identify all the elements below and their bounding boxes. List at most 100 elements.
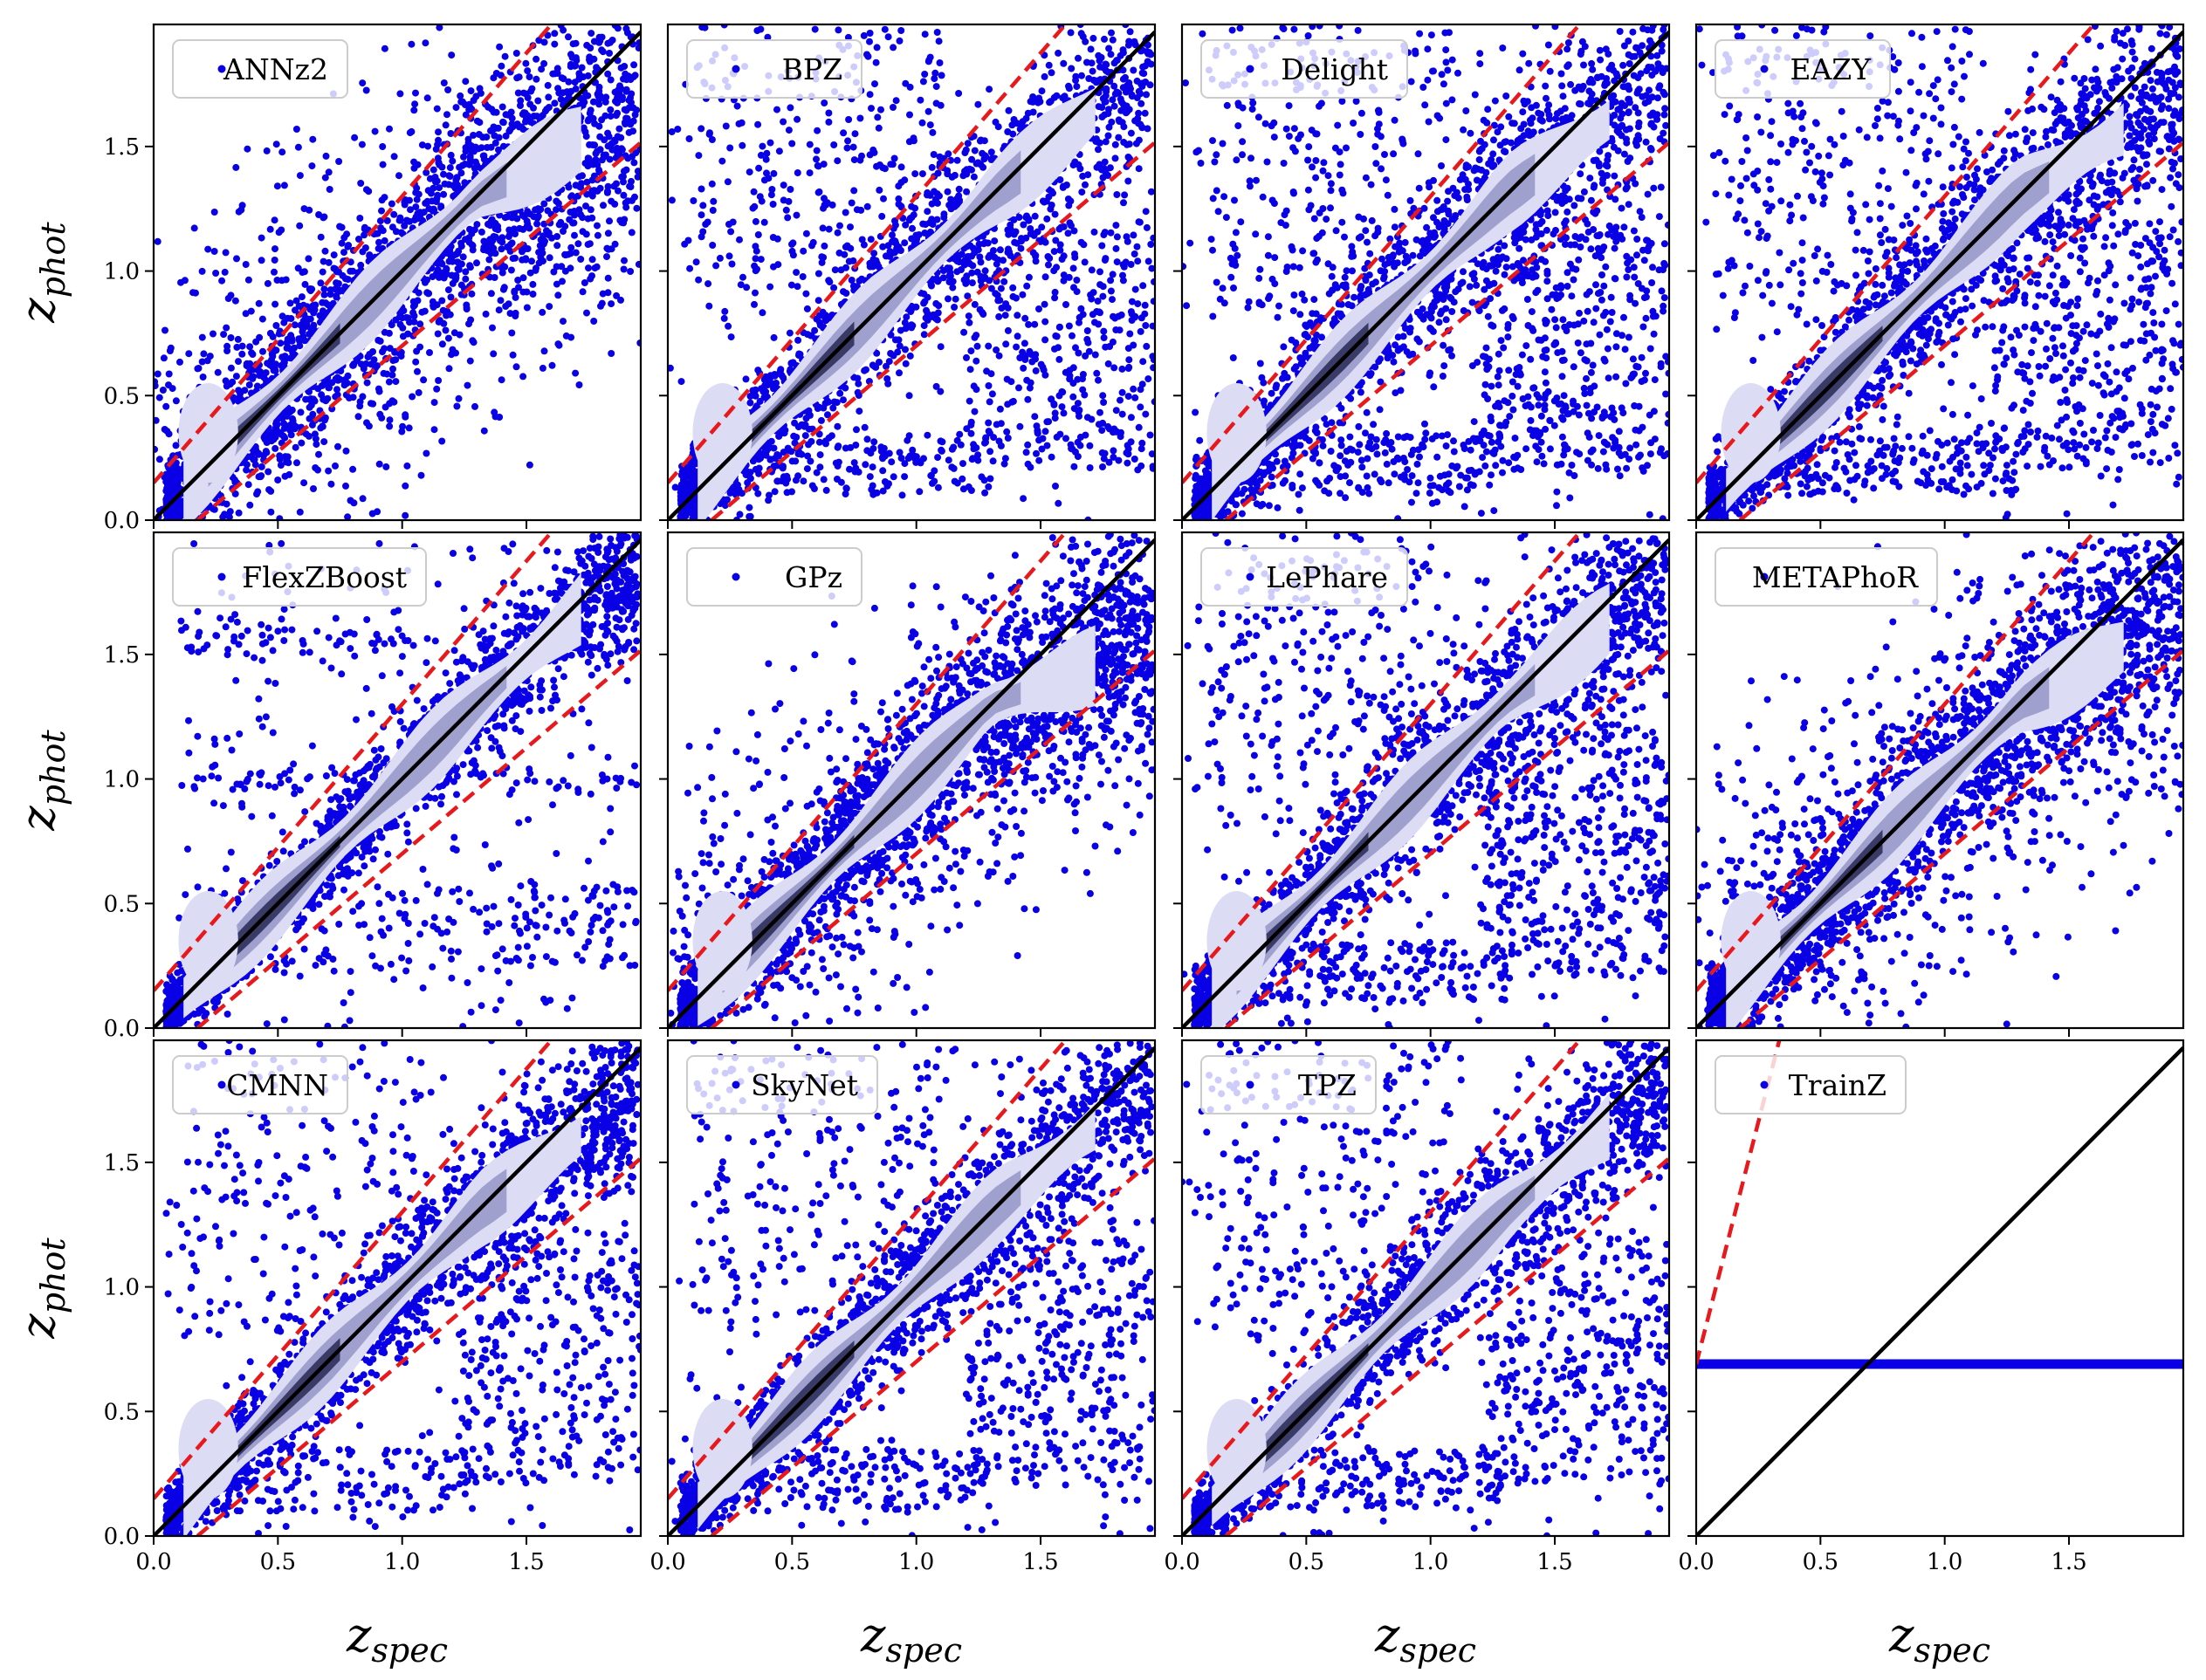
scatter-point [416,209,424,216]
scatter-point [920,455,927,463]
scatter-point [806,411,814,419]
scatter-point [880,195,887,202]
scatter-point [487,290,495,298]
scatter-point [484,144,491,151]
scatter-point [526,224,533,232]
scatter-point [971,300,979,308]
scatter-point [816,451,824,459]
scatter-point [286,299,294,307]
scatter-point [155,456,163,463]
scatter-point [1043,215,1051,223]
scatter-point [494,124,502,132]
scatter-point [321,247,329,255]
scatter-point [506,241,514,249]
scatter-point [271,257,278,264]
scatter-point [471,402,478,410]
scatter-point [1007,378,1015,386]
scatter-point [308,285,316,293]
scatter-point [604,188,611,195]
scatter-point [757,151,765,159]
scatter-point [340,234,348,242]
scatter-point [281,422,289,430]
scatter-point [168,511,175,518]
scatter-point [1051,345,1058,353]
scatter-point [301,280,309,288]
scatter-point [879,243,887,250]
scatter-point [1109,296,1116,304]
scatter-point [434,191,442,199]
scatter-point [559,278,566,285]
scatter-point [955,185,963,193]
scatter-point [530,104,537,112]
scatter-point [561,250,569,258]
scatter-point [681,240,689,248]
scatter-point [413,195,421,203]
scatter-point [1010,116,1018,123]
scatter-point [581,279,588,286]
scatter-point [363,419,370,427]
scatter-point [355,236,362,243]
scatter-point [736,511,744,518]
scatter-point [560,318,567,326]
scatter-point [725,252,733,260]
scatter-point [185,350,193,358]
scatter-point [1082,352,1089,360]
scatter-point [273,421,281,429]
scatter-point [502,132,510,140]
scatter-point [457,92,464,99]
scatter-point [258,371,265,379]
scatter-point [505,300,512,308]
scatter-point [412,203,420,211]
scatter-point [622,86,630,93]
scatter-point [607,76,615,84]
scatter-point [633,204,641,212]
scatter-point [1092,135,1100,143]
scatter-point [618,146,626,154]
scatter-point [282,453,289,461]
scatter-point [1122,88,1130,96]
scatter-point [457,239,465,247]
scatter-point [960,328,968,336]
plot-area [668,24,1155,520]
scatter-point [265,468,272,476]
scatter-point [630,159,638,167]
scatter-point [334,442,341,450]
scatter-point [548,361,556,369]
scatter-point [367,400,375,408]
scatter-point [986,448,994,456]
scatter-point [467,87,475,95]
scatter-point [273,182,281,190]
scatter-point [440,190,448,198]
scatter-point [1112,244,1120,252]
scatter-point [270,367,278,374]
scatter-point [853,206,861,214]
scatter-point [752,392,759,400]
scatter-point [306,415,313,422]
scatter-point [378,196,386,204]
scatter-point [247,307,255,315]
scatter-point [896,37,904,45]
scatter-point [470,132,478,139]
scatter-point [866,38,873,45]
scatter-point [389,357,397,364]
scatter-point [544,31,552,39]
scatter-point [592,155,600,163]
scatter-point [306,206,313,214]
scatter-point [327,480,335,488]
scatter-point [436,24,443,31]
scatter-point [1051,415,1059,422]
scatter-point [282,276,290,284]
scatter-point [298,293,306,301]
scatter-point [435,159,443,167]
scatter-point [553,263,560,271]
scatter-point [438,340,446,348]
scatter-point [811,326,819,334]
scatter-point [1087,45,1095,53]
scatter-point [583,41,591,49]
scatter-point [539,249,546,257]
scatter-point [310,485,317,492]
scatter-point [478,144,485,152]
scatter-point [921,31,929,38]
scatter-point [821,242,828,250]
scatter-point [506,310,514,318]
